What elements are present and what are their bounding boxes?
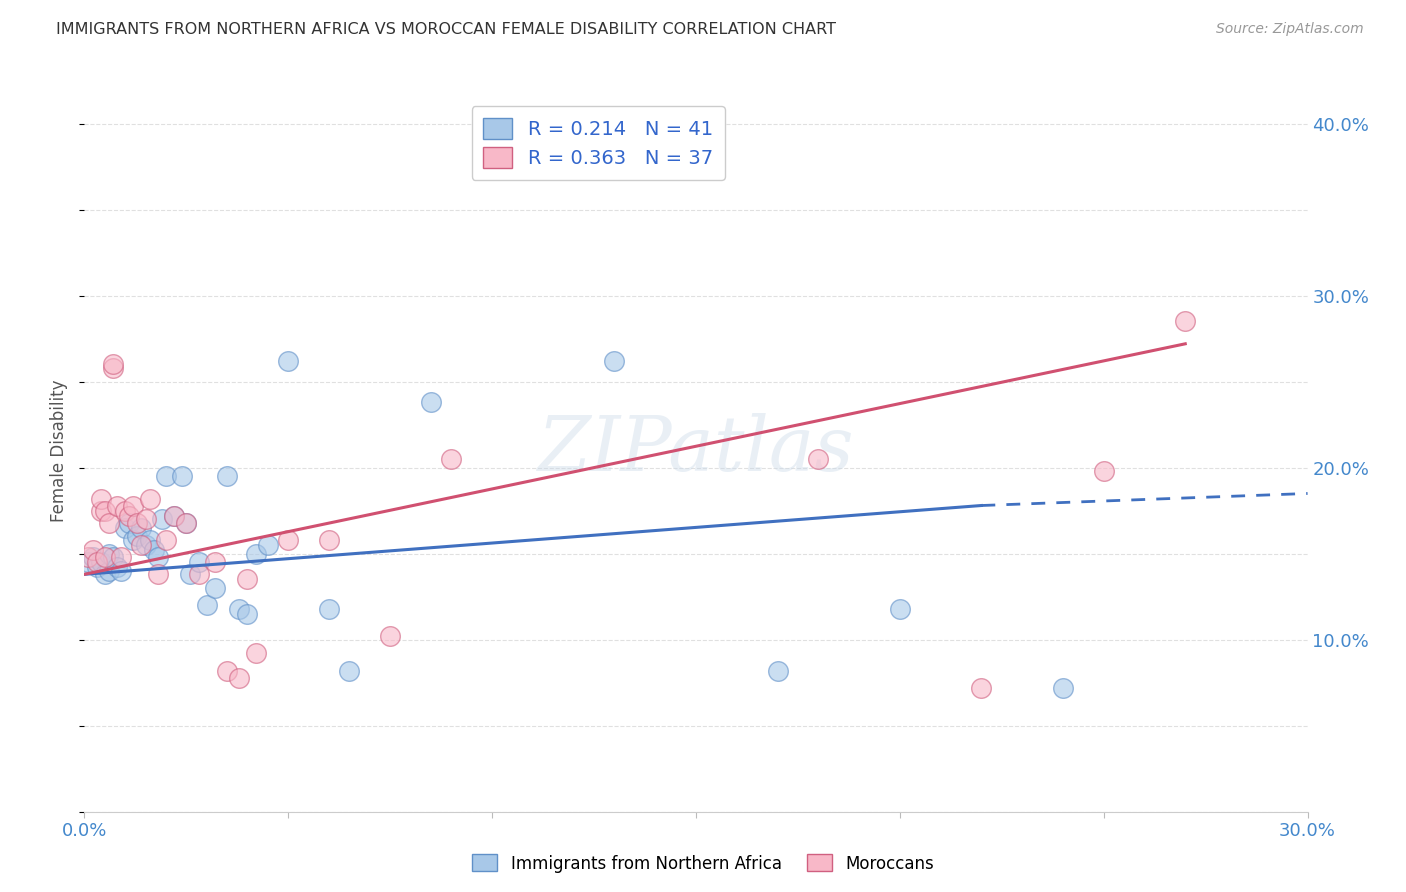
Text: ZIPatlas: ZIPatlas xyxy=(537,414,855,487)
Point xyxy=(77,555,100,569)
Point xyxy=(155,469,177,483)
Point xyxy=(142,543,165,558)
Point xyxy=(204,581,226,595)
Point xyxy=(114,503,136,517)
Point xyxy=(174,516,197,530)
Point xyxy=(127,516,149,530)
Point xyxy=(236,607,259,621)
Point xyxy=(97,564,120,578)
Point xyxy=(163,508,186,523)
Point xyxy=(135,538,157,552)
Point xyxy=(257,538,280,552)
Point xyxy=(172,469,194,483)
Point xyxy=(277,354,299,368)
Point xyxy=(131,521,153,535)
Point xyxy=(138,491,160,506)
Point xyxy=(90,555,112,569)
Point xyxy=(82,550,104,565)
Point xyxy=(245,647,267,661)
Point xyxy=(97,547,120,561)
Point xyxy=(204,555,226,569)
Point xyxy=(150,512,173,526)
Point xyxy=(228,671,250,685)
Point xyxy=(807,452,830,467)
Point xyxy=(187,555,209,569)
Point xyxy=(318,601,340,615)
Point xyxy=(97,516,120,530)
Point xyxy=(380,629,402,643)
Point xyxy=(228,601,250,615)
Point xyxy=(245,547,267,561)
Point xyxy=(101,550,124,565)
Point xyxy=(236,573,259,587)
Point xyxy=(217,664,239,678)
Point xyxy=(86,555,108,569)
Point xyxy=(155,533,177,547)
Point xyxy=(195,599,218,613)
Point xyxy=(163,508,186,523)
Point xyxy=(110,564,132,578)
Point xyxy=(127,529,149,543)
Point xyxy=(114,521,136,535)
Point xyxy=(82,543,104,558)
Point xyxy=(1174,314,1197,328)
Point xyxy=(440,452,463,467)
Point xyxy=(766,664,789,678)
Point xyxy=(90,491,112,506)
Point xyxy=(187,567,209,582)
Point xyxy=(105,499,128,513)
Point xyxy=(420,395,443,409)
Legend: R = 0.214   N = 41, R = 0.363   N = 37: R = 0.214 N = 41, R = 0.363 N = 37 xyxy=(471,106,724,179)
Point xyxy=(93,567,115,582)
Point xyxy=(146,567,169,582)
Point xyxy=(110,550,132,565)
Text: Source: ZipAtlas.com: Source: ZipAtlas.com xyxy=(1216,22,1364,37)
Point xyxy=(93,503,115,517)
Point xyxy=(889,601,911,615)
Point xyxy=(101,358,124,372)
Point xyxy=(90,503,112,517)
Point xyxy=(101,360,124,375)
Y-axis label: Female Disability: Female Disability xyxy=(51,379,69,522)
Point xyxy=(318,533,340,547)
Point xyxy=(1052,681,1074,695)
Point xyxy=(93,550,115,565)
Point xyxy=(339,664,361,678)
Point xyxy=(603,354,626,368)
Point xyxy=(131,538,153,552)
Point xyxy=(118,508,141,523)
Point xyxy=(1092,464,1115,478)
Point xyxy=(86,560,108,574)
Point xyxy=(77,550,100,565)
Point xyxy=(146,550,169,565)
Point xyxy=(217,469,239,483)
Point xyxy=(122,499,145,513)
Point xyxy=(118,516,141,530)
Point xyxy=(970,681,993,695)
Point xyxy=(135,512,157,526)
Point xyxy=(174,516,197,530)
Point xyxy=(105,560,128,574)
Legend: Immigrants from Northern Africa, Moroccans: Immigrants from Northern Africa, Morocca… xyxy=(465,847,941,880)
Text: IMMIGRANTS FROM NORTHERN AFRICA VS MOROCCAN FEMALE DISABILITY CORRELATION CHART: IMMIGRANTS FROM NORTHERN AFRICA VS MOROC… xyxy=(56,22,837,37)
Point xyxy=(179,567,201,582)
Point xyxy=(138,533,160,547)
Point xyxy=(277,533,299,547)
Point xyxy=(122,533,145,547)
